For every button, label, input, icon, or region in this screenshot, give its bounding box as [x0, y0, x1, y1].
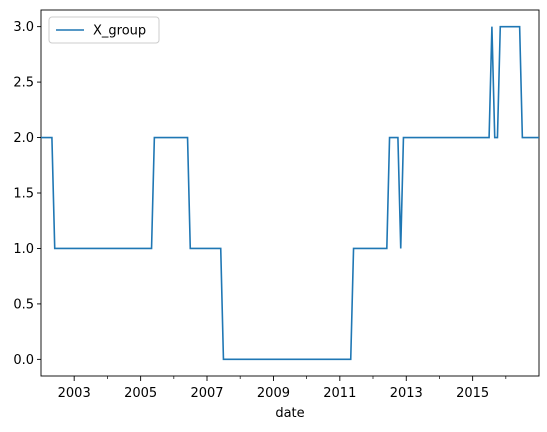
y-tick-label: 1.0	[13, 242, 34, 257]
x-tick-label: 2015	[456, 386, 489, 401]
x-tick-label: 2003	[58, 386, 91, 401]
y-tick-label: 0.5	[13, 297, 34, 312]
x-tick-label: 2005	[124, 386, 157, 401]
y-tick-label: 3.0	[13, 20, 34, 35]
plot-frame	[40, 9, 540, 377]
x-tick-label: 2011	[323, 386, 356, 401]
plot-area: 0.00.51.01.52.02.53.0 2003 2005 2007 2009 20…	[13, 9, 540, 401]
series-layer	[41, 25, 539, 361]
x-axis: 2003 2005 2007 2009 2011 2013 2015	[58, 376, 507, 401]
x-tick-label: 2013	[390, 386, 423, 401]
legend-entry-x-group: X_group	[93, 24, 146, 39]
series-line-x-group	[41, 25, 539, 361]
y-tick-label: 1.5	[13, 187, 34, 202]
y-tick-label: 0.0	[13, 353, 34, 368]
legend: X_group	[48, 16, 160, 44]
y-tick-label: 2.0	[13, 131, 34, 146]
x-tick-label: 2007	[190, 386, 223, 401]
y-axis: 0.0 0.5 1.0 1.5 2.0 2.5 3.0	[13, 20, 41, 368]
legend-box	[48, 16, 160, 44]
x-axis-label: date	[275, 406, 304, 421]
y-tick-label: 2.5	[13, 76, 34, 91]
x-tick-label: 2009	[257, 386, 290, 401]
